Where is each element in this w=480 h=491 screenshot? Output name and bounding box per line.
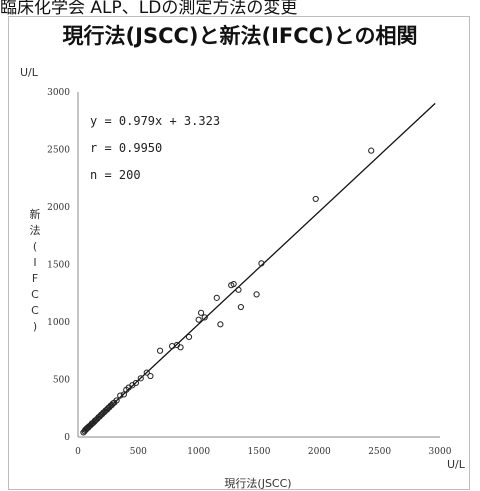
- chart-frame: [8, 16, 470, 490]
- y-tick-label: 2500: [47, 146, 70, 156]
- data-point: [137, 375, 144, 382]
- y-axis-label: 新法(IFCC): [30, 207, 41, 333]
- y-label-char: I: [33, 256, 36, 269]
- regression-equation: y = 0.979x + 3.323: [90, 114, 220, 128]
- data-point: [147, 372, 154, 380]
- x-tick-label: 2000: [308, 447, 331, 457]
- data-point: [156, 347, 164, 354]
- data-point: [235, 286, 242, 293]
- y-tick-label: 2000: [47, 203, 70, 213]
- data-point: [195, 316, 202, 323]
- data-point: [201, 314, 208, 321]
- data-point: [230, 280, 237, 288]
- y-tick-label: 1000: [47, 318, 70, 328]
- y-label-char: C: [31, 304, 39, 317]
- y-tick-label: 500: [53, 376, 70, 386]
- y-label-char: 法: [30, 223, 41, 237]
- x-unit-label: U/L: [447, 458, 466, 471]
- correlation-coefficient: r = 0.9950: [90, 141, 162, 155]
- chart-title: 現行法(JSCC)と新法(IFCC)との相関: [62, 24, 418, 48]
- y-label-char: C: [31, 288, 39, 301]
- x-tick-label: 2500: [368, 447, 391, 457]
- data-point: [237, 303, 244, 311]
- data-point: [177, 344, 184, 351]
- data-point: [132, 379, 140, 387]
- x-axis-label: 現行法(JSCC): [224, 476, 291, 490]
- axes: [77, 92, 440, 438]
- data-point: [113, 397, 120, 404]
- top-banner: 臨床化学会 ALP、LDの測定方法の変更: [0, 0, 298, 16]
- tick-labels: 0 500 1000 1500 2000 2500 3000 0 500 1000 1500 2000…: [47, 88, 452, 457]
- y-label-char: 新: [30, 207, 41, 221]
- data-point: [117, 392, 124, 399]
- y-label-char: F: [32, 272, 38, 285]
- data-point: [253, 291, 260, 298]
- x-tick-label: 1500: [248, 447, 271, 457]
- x-tick-label: 1000: [187, 447, 210, 457]
- x-tick-label: 0: [75, 447, 81, 457]
- data-points: [80, 147, 375, 436]
- regression-layer: [82, 102, 436, 433]
- y-unit-label: U/L: [20, 66, 39, 79]
- data-point: [213, 294, 220, 301]
- data-point: [217, 321, 224, 328]
- y-label-char: ): [33, 320, 37, 333]
- data-point: [368, 147, 375, 154]
- data-point: [258, 260, 265, 267]
- x-tick-label: 3000: [429, 447, 452, 457]
- data-point: [185, 333, 193, 341]
- sample-count: n = 200: [90, 168, 141, 182]
- regression-line: [82, 102, 436, 433]
- data-point: [312, 195, 319, 203]
- x-tick-label: 500: [130, 447, 147, 457]
- y-label-char: (: [33, 240, 37, 253]
- data-point: [120, 391, 127, 398]
- y-tick-label: 3000: [47, 88, 70, 98]
- y-tick-label: 0: [64, 433, 70, 443]
- data-point: [197, 309, 205, 316]
- y-tick-label: 1500: [47, 261, 70, 271]
- data-point: [143, 369, 150, 376]
